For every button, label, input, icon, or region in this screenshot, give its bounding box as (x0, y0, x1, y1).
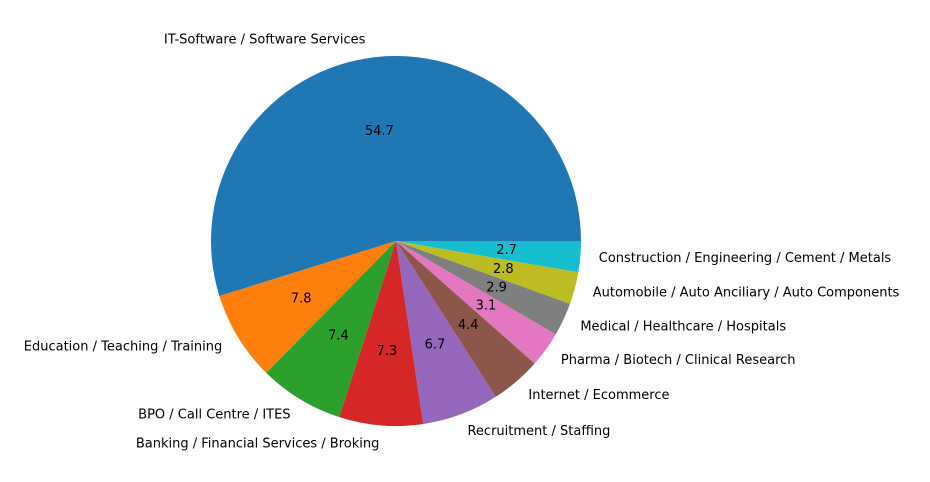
slice-percentage-label: 4.4 (458, 318, 479, 333)
slice-category-label: Internet / Ecommerce (528, 388, 669, 403)
slice-category-label: Construction / Engineering / Cement / Me… (599, 251, 892, 266)
slice-percentage-label: 2.8 (493, 262, 514, 277)
pie-slice (396, 241, 535, 397)
pie-slice (396, 241, 556, 364)
pie-slice (396, 241, 579, 304)
slice-percentage-label: 6.7 (425, 337, 446, 352)
pie-slice (396, 241, 496, 424)
slice-category-label: Pharma / Biotech / Clinical Research (561, 353, 796, 368)
percentage-labels: 54.7 7.8 7.4 7.3 6.7 4.4 3.1 2.9 2.8 2.7 (291, 124, 517, 359)
category-labels: IT-Software / Software Services Education… (24, 32, 900, 451)
pie-slice (396, 241, 571, 335)
slice-percentage-label: 7.3 (377, 344, 398, 359)
slice-percentage-label: 2.9 (486, 281, 507, 296)
slice-percentage-label: 7.8 (291, 291, 312, 306)
slice-percentage-label: 7.4 (328, 328, 349, 343)
slice-category-label: Automobile / Auto Anciliary / Auto Compo… (593, 285, 900, 300)
pie-slice (211, 56, 581, 297)
slice-percentage-label: 54.7 (365, 124, 394, 139)
slice-category-label: IT-Software / Software Services (164, 32, 366, 47)
slice-category-label: Education / Teaching / Training (24, 339, 223, 354)
pie-slice (396, 241, 581, 273)
slice-category-label: BPO / Call Centre / ITES (138, 408, 290, 423)
slice-percentage-label: 2.7 (496, 243, 517, 258)
pie-slices (211, 56, 581, 427)
pie-slice (339, 241, 424, 427)
pie-slice (219, 241, 396, 373)
slice-category-label: Medical / Healthcare / Hospitals (580, 320, 786, 335)
slice-percentage-label: 3.1 (476, 299, 497, 314)
slice-category-label: Banking / Financial Services / Broking (136, 436, 379, 451)
pie-slice (266, 241, 396, 418)
slice-category-label: Recruitment / Staffing (467, 424, 610, 439)
